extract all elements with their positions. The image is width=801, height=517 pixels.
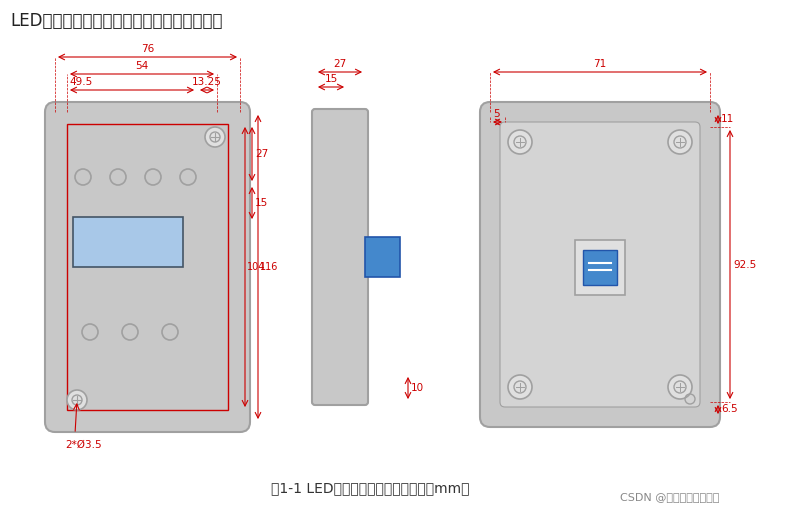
- Bar: [73, 217, 183, 267]
- Text: 6.5: 6.5: [721, 404, 738, 415]
- Bar: [575, 240, 625, 295]
- FancyBboxPatch shape: [312, 109, 368, 405]
- FancyBboxPatch shape: [480, 102, 720, 427]
- Circle shape: [668, 375, 692, 399]
- Text: 2*Ø3.5: 2*Ø3.5: [65, 440, 102, 450]
- Bar: [67, 124, 228, 410]
- Circle shape: [508, 375, 532, 399]
- Text: LED操作面板的外形及安装尺寸如下图所示。: LED操作面板的外形及安装尺寸如下图所示。: [10, 12, 223, 30]
- Text: 27: 27: [333, 59, 347, 69]
- Text: 10: 10: [411, 383, 424, 393]
- Text: 13.25: 13.25: [192, 77, 222, 87]
- Circle shape: [67, 390, 87, 410]
- FancyBboxPatch shape: [45, 102, 250, 432]
- Text: 27: 27: [255, 149, 268, 159]
- Text: 116: 116: [260, 262, 279, 272]
- Bar: [365, 237, 400, 277]
- Text: 11: 11: [721, 114, 735, 125]
- Text: 54: 54: [135, 61, 149, 71]
- Text: 76: 76: [141, 44, 154, 54]
- Text: 图1-1 LED操作面板外形尺寸（单位：mm）: 图1-1 LED操作面板外形尺寸（单位：mm）: [271, 481, 469, 495]
- Text: 5: 5: [493, 109, 501, 119]
- Circle shape: [205, 127, 225, 147]
- FancyBboxPatch shape: [500, 122, 700, 407]
- Text: 15: 15: [324, 74, 338, 84]
- Circle shape: [508, 130, 532, 154]
- Text: 92.5: 92.5: [733, 260, 756, 269]
- Text: 104: 104: [247, 262, 265, 272]
- Text: 15: 15: [255, 198, 268, 208]
- Bar: [583, 250, 617, 285]
- Circle shape: [668, 130, 692, 154]
- Text: CSDN @今年也要加油努力: CSDN @今年也要加油努力: [620, 492, 719, 502]
- Text: 71: 71: [594, 59, 606, 69]
- Text: 49.5: 49.5: [69, 77, 92, 87]
